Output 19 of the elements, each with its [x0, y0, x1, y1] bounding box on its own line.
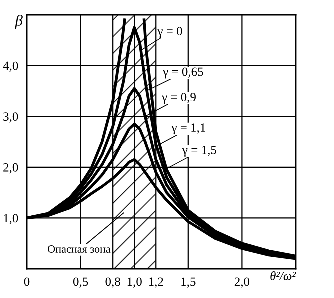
- x-tick-label: 1,0: [128, 278, 142, 288]
- y-tick-label: 2,0: [4, 163, 18, 174]
- annotation: γ = 1,5: [182, 146, 216, 157]
- x-tick-label: 1,5: [182, 278, 196, 288]
- x-tick-label: 0,8: [106, 278, 120, 288]
- x-axis-title: θ²/ω²: [270, 271, 296, 280]
- y-tick-label: 1,0: [4, 214, 18, 224]
- y-tick-label: 4,0: [3, 62, 18, 72]
- x-tick-label: 2,0: [234, 278, 250, 288]
- band-label: Опасная зона: [48, 246, 111, 253]
- annotation: γ = 0,9: [162, 93, 196, 104]
- x-tick-label: 0: [24, 278, 30, 286]
- annotation: γ = 0,65: [163, 68, 204, 79]
- annotation: γ = 1,1: [172, 124, 206, 135]
- annotation: γ = 0: [158, 27, 182, 38]
- x-tick-label: 0,5: [73, 278, 88, 288]
- y-axis-title: β: [15, 15, 23, 30]
- x-tick-label: 1,2: [149, 278, 164, 288]
- y-tick-label: 3,0: [4, 112, 18, 123]
